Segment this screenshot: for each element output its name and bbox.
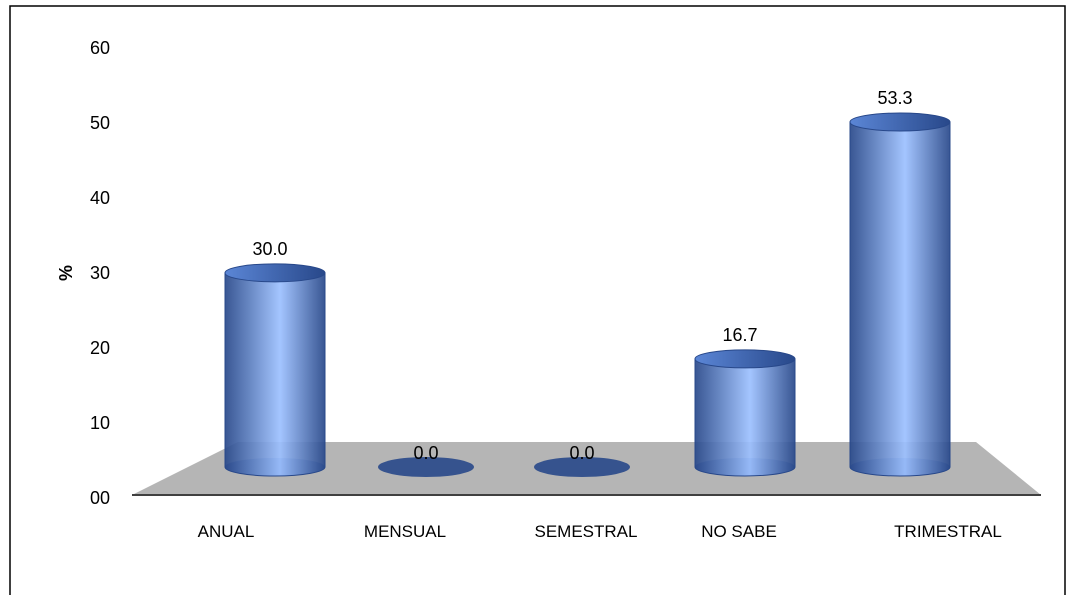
y-tick-label: 20 (90, 338, 110, 358)
data-label: 53.3 (877, 88, 912, 108)
x-tick-label: SEMESTRAL (535, 522, 638, 541)
data-label: 30.0 (252, 239, 287, 259)
bars: 30.0 0.0 0.0 16.7 53.3 (224, 88, 951, 477)
x-tick-label: NO SABE (701, 522, 777, 541)
bar (534, 457, 630, 477)
data-label: 16.7 (722, 325, 757, 345)
x-axis-labels: ANUAL MENSUAL SEMESTRAL NO SABE TRIMESTRAL (198, 522, 1002, 541)
y-tick-label: 10 (90, 413, 110, 433)
y-tick-label: 40 (90, 188, 110, 208)
y-tick-label: 30 (90, 263, 110, 283)
chart-border (9, 5, 1066, 595)
x-tick-label: MENSUAL (364, 522, 446, 541)
y-tick-label: 00 (90, 488, 110, 508)
x-tick-label: ANUAL (198, 522, 255, 541)
data-label: 0.0 (413, 443, 438, 463)
bar (224, 263, 326, 477)
data-label: 0.0 (569, 443, 594, 463)
y-tick-label: 60 (90, 38, 110, 58)
y-axis-ticks: 00 10 20 30 40 50 60 (90, 38, 110, 508)
x-tick-label: TRIMESTRAL (894, 522, 1002, 541)
bar (849, 112, 951, 477)
bar (694, 349, 796, 477)
y-tick-label: 50 (90, 113, 110, 133)
y-axis-title: % (56, 265, 76, 281)
bar (378, 457, 474, 477)
